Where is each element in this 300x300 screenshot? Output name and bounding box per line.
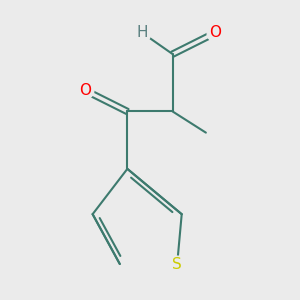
Text: O: O xyxy=(209,26,221,40)
Text: S: S xyxy=(172,256,182,272)
Text: O: O xyxy=(79,83,91,98)
Text: H: H xyxy=(137,26,148,40)
